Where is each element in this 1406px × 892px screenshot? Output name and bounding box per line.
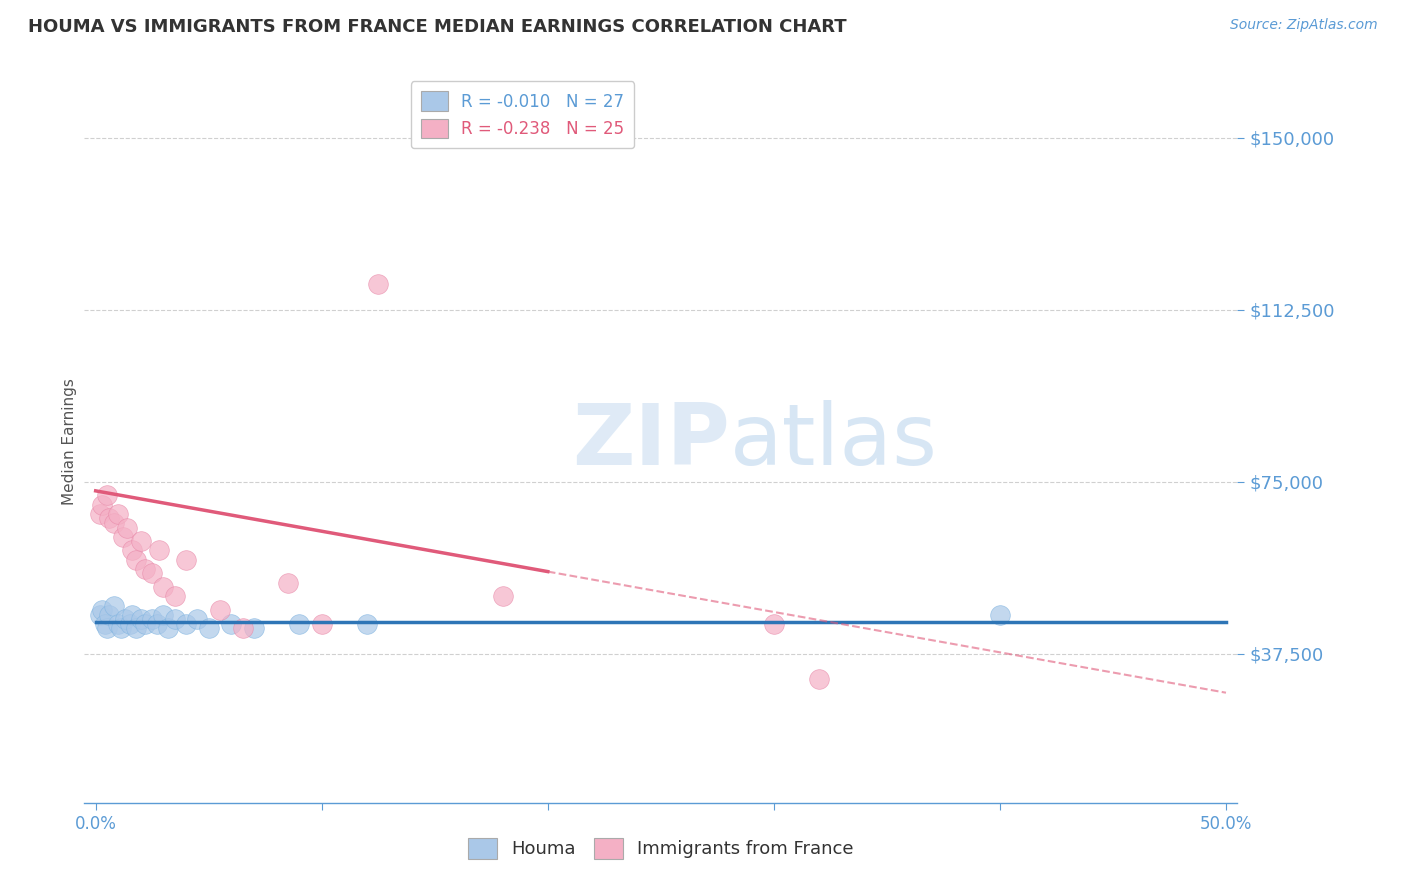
Point	[98, 607, 121, 622]
Point	[98, 511, 121, 525]
Point	[114, 612, 136, 626]
Y-axis label: Median Earnings: Median Earnings	[62, 378, 77, 505]
Point	[141, 612, 163, 626]
Point	[145, 616, 167, 631]
Point	[141, 566, 163, 581]
Text: Source: ZipAtlas.com: Source: ZipAtlas.com	[1230, 18, 1378, 32]
Text: HOUMA VS IMMIGRANTS FROM FRANCE MEDIAN EARNINGS CORRELATION CHART: HOUMA VS IMMIGRANTS FROM FRANCE MEDIAN E…	[28, 18, 846, 36]
Point	[110, 622, 132, 636]
Point	[107, 507, 129, 521]
Point	[221, 616, 243, 631]
Point	[243, 622, 266, 636]
Point	[232, 622, 254, 636]
Point	[96, 488, 118, 502]
Point	[163, 612, 186, 626]
Legend: Houma, Immigrants from France: Houma, Immigrants from France	[461, 830, 860, 866]
Point	[129, 534, 152, 549]
Point	[288, 616, 311, 631]
Point	[134, 616, 156, 631]
Point	[89, 607, 111, 622]
Point	[121, 607, 143, 622]
Point	[491, 590, 513, 604]
Point	[121, 543, 143, 558]
Point	[118, 616, 141, 631]
Point	[125, 622, 148, 636]
Point	[156, 622, 179, 636]
Point	[152, 607, 174, 622]
Point	[367, 277, 389, 292]
Point	[988, 607, 1011, 622]
Text: ZIP: ZIP	[572, 400, 730, 483]
Point	[117, 520, 139, 534]
Point	[93, 616, 115, 631]
Point	[103, 516, 125, 530]
Point	[148, 543, 170, 558]
Point	[107, 616, 129, 631]
Point	[762, 616, 785, 631]
Point	[91, 498, 114, 512]
Point	[89, 507, 111, 521]
Point	[134, 562, 156, 576]
Point	[808, 672, 831, 686]
Text: atlas: atlas	[730, 400, 938, 483]
Point	[125, 552, 148, 566]
Point	[356, 616, 378, 631]
Point	[186, 612, 208, 626]
Point	[96, 622, 118, 636]
Point	[163, 590, 186, 604]
Point	[277, 575, 299, 590]
Point	[174, 552, 197, 566]
Point	[152, 580, 174, 594]
Point	[91, 603, 114, 617]
Point	[174, 616, 197, 631]
Point	[111, 530, 134, 544]
Point	[208, 603, 231, 617]
Point	[129, 612, 152, 626]
Point	[103, 599, 125, 613]
Point	[197, 622, 219, 636]
Point	[311, 616, 333, 631]
